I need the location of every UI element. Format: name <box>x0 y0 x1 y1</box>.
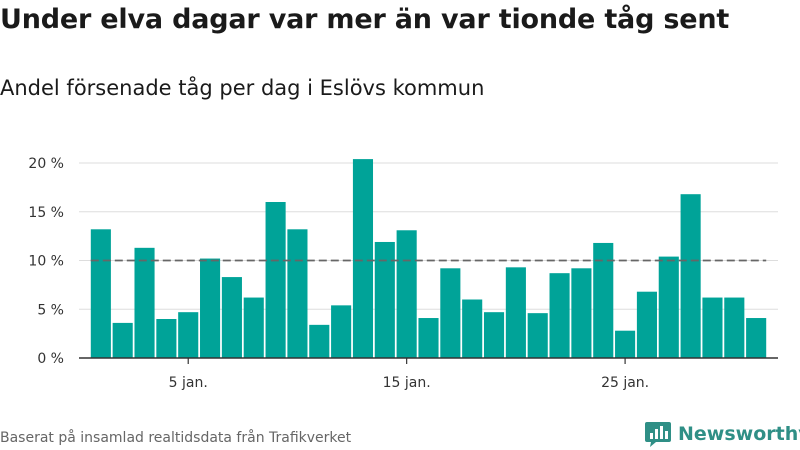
brand-name: Newsworthy <box>678 423 800 445</box>
bar <box>221 277 242 358</box>
x-tick-label: 25 jan. <box>601 375 649 391</box>
bar <box>571 268 592 358</box>
bar <box>483 312 505 358</box>
y-tick-label: 15 % <box>28 205 64 221</box>
bar <box>331 305 352 358</box>
bar <box>396 230 417 358</box>
bar <box>505 267 526 358</box>
bar <box>462 299 483 358</box>
bar <box>352 159 374 358</box>
bar <box>200 258 221 358</box>
bar <box>658 256 679 358</box>
bar <box>549 273 570 358</box>
y-tick-label: 20 % <box>28 156 64 172</box>
x-tick-label: 5 jan. <box>169 375 208 391</box>
bar <box>593 242 614 358</box>
bar <box>374 241 395 358</box>
y-tick-label: 5 % <box>37 302 64 318</box>
newsworthy-logo: Newsworthy <box>644 420 800 448</box>
source-note: Baserat på insamlad realtidsdata från Tr… <box>0 430 352 446</box>
chart-subtitle: Andel försenade tåg per dag i Eslövs kom… <box>0 76 485 100</box>
bar <box>440 268 461 358</box>
bars <box>90 159 767 358</box>
bar <box>636 291 657 358</box>
y-tick-label: 0 % <box>37 351 64 367</box>
bar <box>90 229 111 358</box>
y-tick-label: 10 % <box>28 254 64 270</box>
bar <box>527 313 548 358</box>
bar <box>243 297 264 358</box>
bar <box>287 229 308 358</box>
bar <box>680 194 701 358</box>
bar <box>112 322 133 358</box>
bar <box>615 330 636 358</box>
bar <box>418 318 439 358</box>
axes: 0 % 5 % 10 % 15 % 20 % 5 jan. 15 jan. 25 jan. <box>28 156 778 391</box>
bar <box>178 312 199 358</box>
bar <box>265 202 286 358</box>
bar <box>702 297 723 358</box>
chart-title: Under elva dagar var mer än var tionde t… <box>0 4 730 35</box>
bar <box>724 297 745 358</box>
bar <box>309 324 330 358</box>
newsworthy-logo-icon <box>645 422 671 447</box>
bar <box>746 318 767 358</box>
bar <box>156 319 177 358</box>
bar <box>134 247 155 358</box>
x-tick-label: 15 jan. <box>383 375 431 391</box>
